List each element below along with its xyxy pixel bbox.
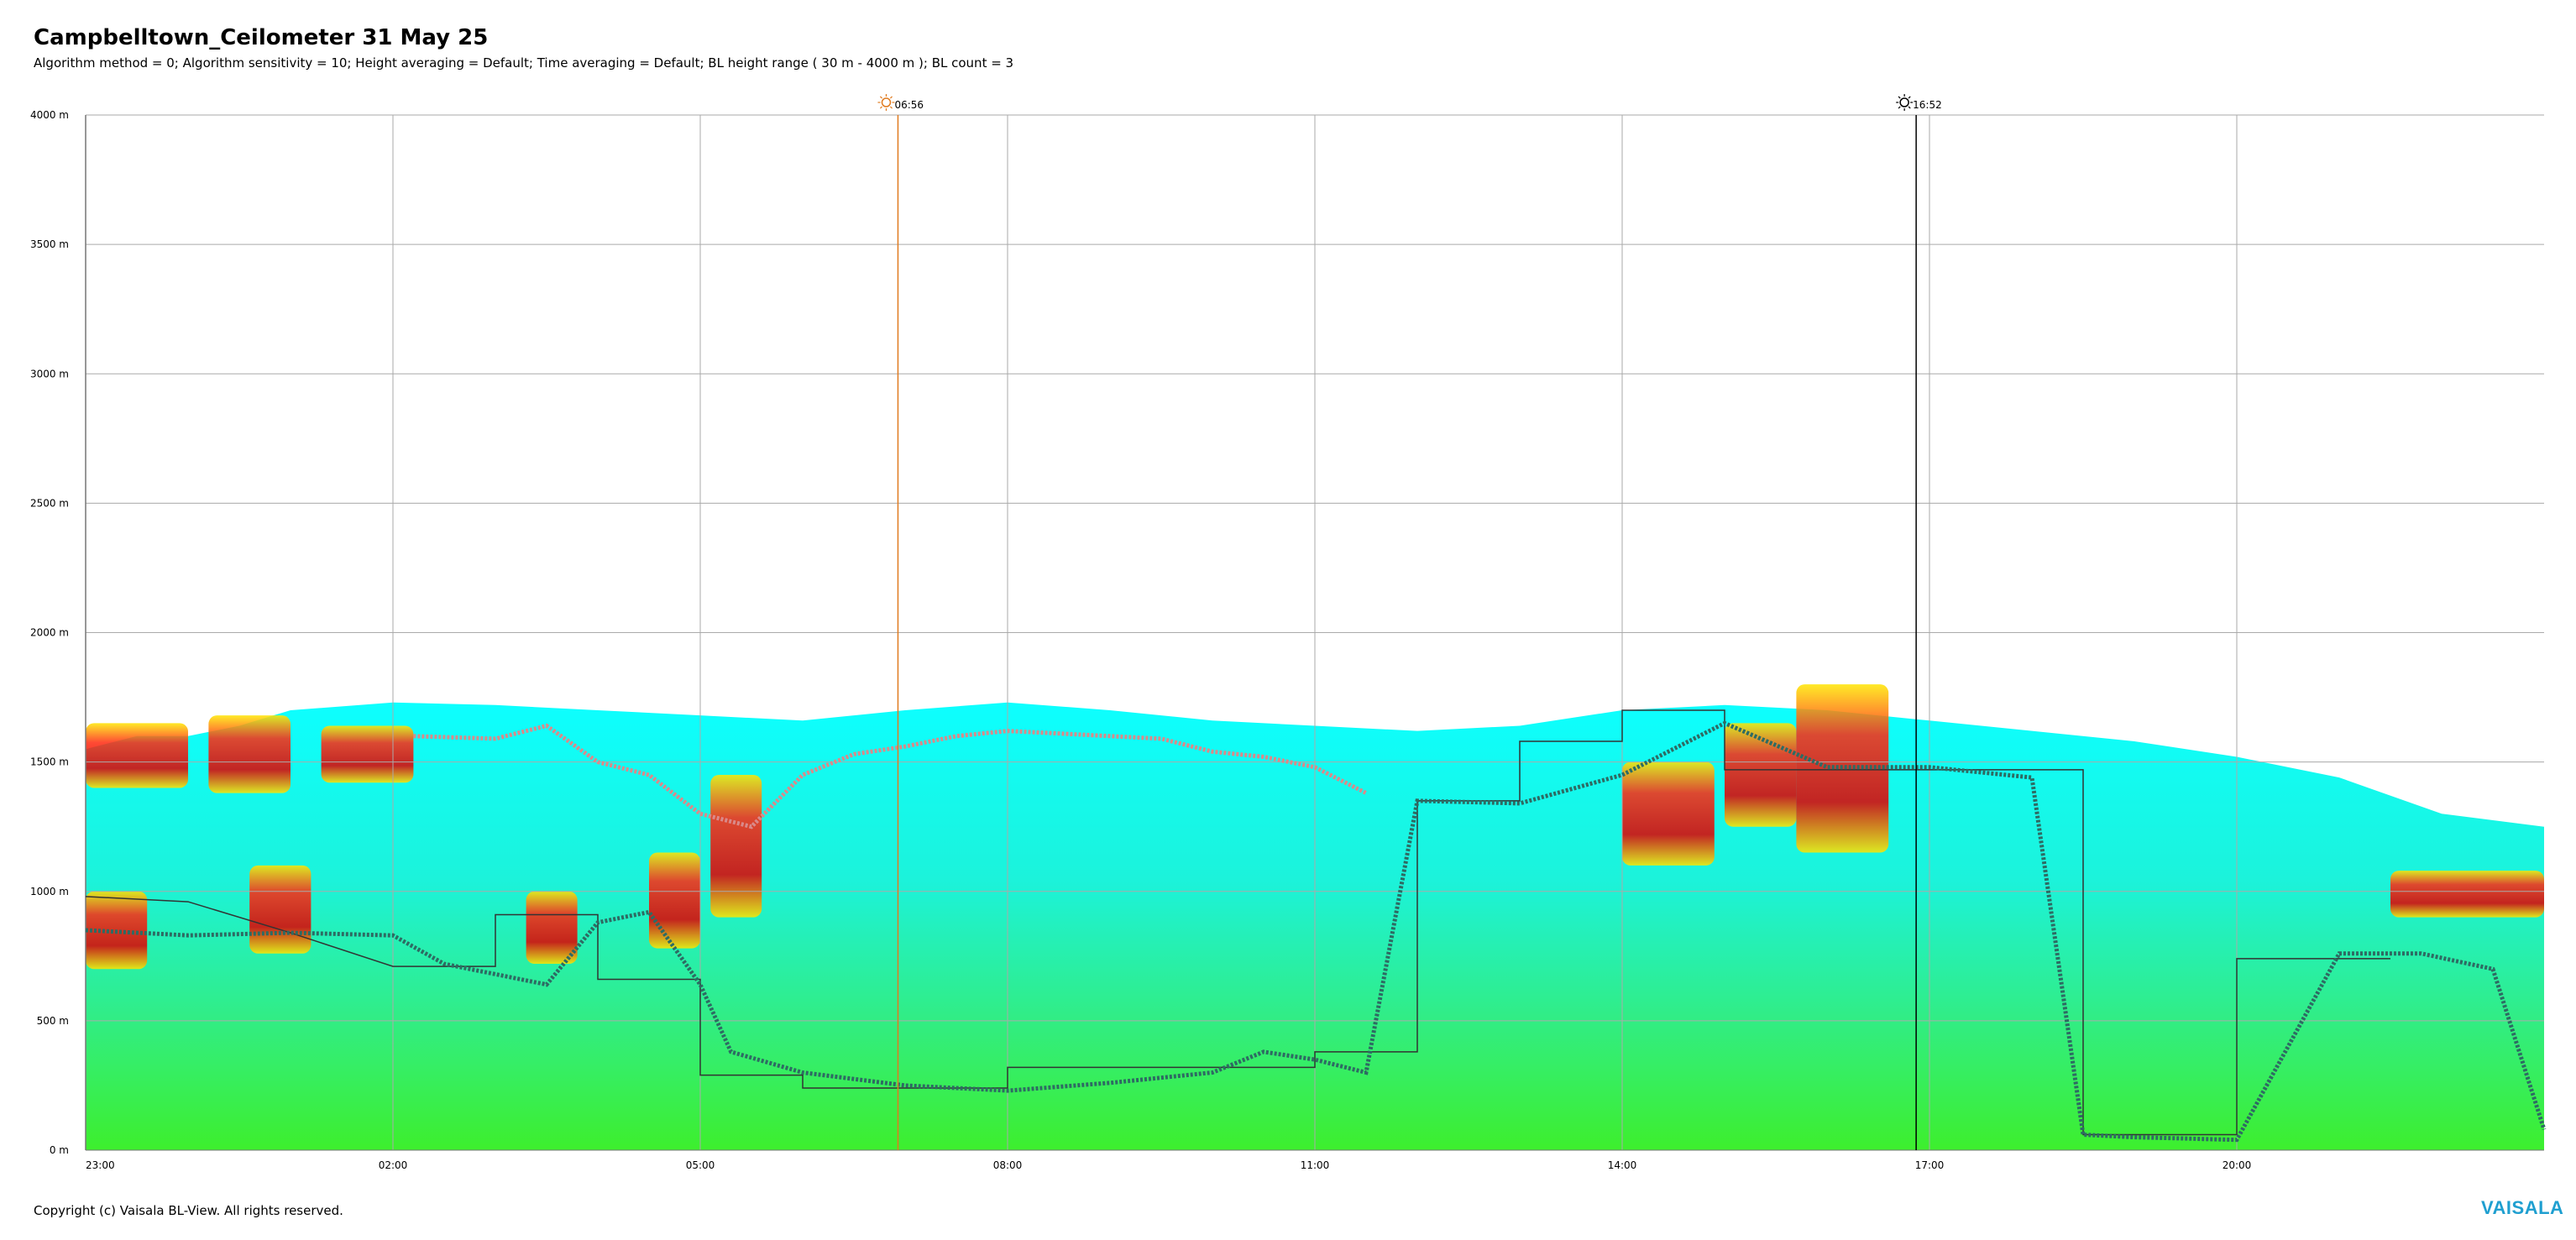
x-tick-label-3: 08:00 (993, 1159, 1023, 1171)
y-tick-label-8: 4000 m (30, 109, 69, 121)
sunset-icon-ray-7 (1908, 96, 1911, 99)
sunrise-time-label: 06:56 (894, 99, 924, 111)
y-tick-label-1: 500 m (37, 1015, 69, 1027)
y-tick-label-6: 3000 m (30, 368, 69, 379)
high-backscatter-11 (2390, 871, 2544, 918)
x-tick-label-1: 02:00 (379, 1159, 408, 1171)
vaisala-logo: VAISALA (2481, 1197, 2564, 1218)
high-backscatter-1 (208, 715, 291, 793)
high-backscatter-8 (1622, 761, 1715, 866)
sunset-icon (1896, 94, 1914, 111)
sunrise-icon (877, 94, 895, 111)
sunset-icon-ray-1 (1908, 106, 1911, 109)
x-tick-label-4: 11:00 (1301, 1159, 1330, 1171)
x-tick-label-7: 20:00 (2223, 1159, 2252, 1171)
high-backscatter-5 (526, 891, 578, 965)
x-tick-label-2: 05:00 (686, 1159, 715, 1171)
y-tick-label-0: 0 m (50, 1144, 69, 1156)
high-backscatter-6 (649, 852, 700, 949)
chart-title: Campbelltown_Ceilometer 31 May 25 (34, 25, 489, 50)
high-backscatter-4 (249, 865, 312, 954)
y-tick-label-5: 2500 m (30, 497, 69, 509)
x-tick-label-5: 14:00 (1608, 1159, 1637, 1171)
x-tick-label-0: 23:00 (86, 1159, 115, 1171)
axes-layer: 06:56 16:52 0 m 500 m 1000 m 1500 m 2000 m 2500… (30, 99, 2251, 1171)
high-backscatter-2 (321, 725, 414, 783)
sunrise-icon-ray-3 (879, 106, 882, 109)
bl-height-step-line (85, 709, 2390, 1136)
sunset-icon-ray-3 (1898, 106, 1901, 109)
high-backscatter-9 (1725, 723, 1797, 827)
grid-layer (85, 114, 2544, 1151)
sunset-icon-circle (1899, 97, 1909, 107)
bl-lines-layer (85, 94, 2547, 1150)
copyright-text: Copyright (c) Vaisala BL-View. All right… (34, 1203, 343, 1218)
high-backscatter-7 (710, 775, 762, 918)
y-tick-label-3: 1500 m (30, 756, 69, 768)
sunrise-icon-ray-1 (889, 106, 893, 109)
sunset-time-label: 16:52 (1913, 99, 1942, 111)
chart-subtitle: Algorithm method = 0; Algorithm sensitiv… (34, 55, 1014, 71)
ceilometer-chart: 06:56 16:52 0 m 500 m 1000 m 1500 m 2000 m 2500… (30, 94, 2547, 1171)
gradient-layer-line (413, 723, 1368, 829)
high-backscatter-0 (86, 723, 188, 788)
x-tick-label-6: 17:00 (1915, 1159, 1945, 1171)
sunrise-icon-circle (881, 97, 892, 107)
sunset-icon-ray-5 (1898, 96, 1901, 99)
high-backscatter-layer (86, 684, 2544, 970)
y-tick-label-7: 3500 m (30, 238, 69, 250)
sunrise-icon-ray-5 (879, 96, 882, 99)
y-tick-label-4: 2000 m (30, 627, 69, 639)
sunrise-icon-ray-7 (889, 96, 893, 99)
y-tick-label-2: 1000 m (30, 886, 69, 897)
